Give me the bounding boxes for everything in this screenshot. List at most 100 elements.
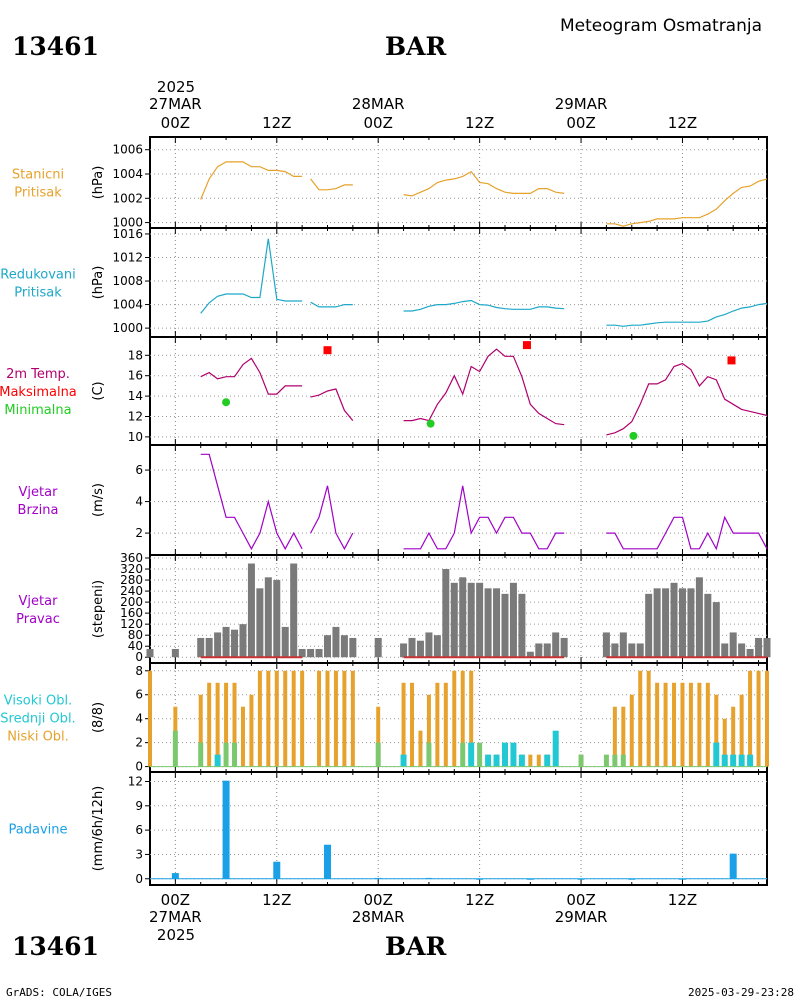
panel-label: Pritisak <box>14 186 62 201</box>
cloud-mid-bar <box>172 730 178 767</box>
series-line <box>606 302 768 327</box>
cloud-mid-bar <box>460 742 466 767</box>
wind-dir-bar <box>214 632 222 658</box>
cloud-low-bar <box>731 706 736 767</box>
panel-label: Vjetar <box>19 485 59 500</box>
panel-label: Stanicni <box>12 168 64 183</box>
cloud-high-bar <box>738 754 745 767</box>
top-hour-label: 00Z <box>161 114 190 132</box>
panel-label: Maksimalna <box>0 385 77 400</box>
wind-dir-bar <box>205 637 213 658</box>
y-tick-label: 6 <box>135 688 143 702</box>
wind-dir-bar <box>374 637 382 658</box>
cloud-low-bar <box>401 682 406 767</box>
y-tick-label: 0 <box>135 650 143 664</box>
wind-dir-bar <box>484 588 492 658</box>
cloud-high-bar <box>730 754 737 767</box>
cloud-low-bar <box>655 682 660 767</box>
cloud-low-bar <box>705 682 710 767</box>
wind-dir-bar <box>450 582 458 658</box>
bottom-hour-label: 00Z <box>161 891 190 909</box>
wind-dir-bar <box>729 632 737 658</box>
wind-dir-bar <box>543 643 551 658</box>
y-tick-label: 0 <box>135 760 143 774</box>
series-line <box>403 485 565 550</box>
y-axis-label: (stepeni) <box>91 580 106 638</box>
y-tick-label: 4 <box>135 495 143 509</box>
y-axis-label: (m/s) <box>91 483 106 517</box>
cloud-high-bar <box>214 754 221 767</box>
cloud-low-bar <box>342 670 347 767</box>
credit-label: GrADS: COLA/IGES <box>6 986 112 999</box>
cloud-low-bar <box>224 682 229 767</box>
product-title: Meteogram Osmatranja <box>560 16 762 36</box>
wind-dir-bar <box>433 635 441 658</box>
panel-label: Padavine <box>9 823 68 838</box>
series-line <box>403 348 565 426</box>
cloud-mid-bar <box>578 754 584 767</box>
wind-dir-bar <box>459 577 467 658</box>
bottom-year-label: 2025 <box>157 926 195 944</box>
bottom-hour-label: 12Z <box>465 891 494 909</box>
wind-dir-bar <box>518 593 526 658</box>
wind-dir-bar <box>552 632 560 658</box>
panel-wind_speed: 2 4 6 (m/s) Vjetar Brzina <box>18 444 768 556</box>
wind-dir-bar <box>704 593 712 658</box>
y-tick-label: 3 <box>135 847 143 861</box>
cloud-low-bar <box>672 682 677 767</box>
wind-dir-bar <box>501 593 509 658</box>
series-line <box>606 362 768 436</box>
series-line <box>200 238 303 314</box>
y-tick-label: 280 <box>120 573 143 587</box>
y-tick-label: 1000 <box>112 321 143 335</box>
panel-frame <box>149 444 768 556</box>
cloud-mid-bar <box>612 754 618 767</box>
y-tick-label: 1002 <box>112 191 143 205</box>
bottom-hour-label: 00Z <box>566 891 595 909</box>
wind-dir-bar <box>298 648 306 658</box>
precip-bar <box>171 873 179 879</box>
panel-temperature: 10 12 14 16 18 (C) 2m Temp. Maksimalna Minimalna <box>0 336 768 446</box>
wind-dir-bar <box>755 637 763 658</box>
wind-dir-bar <box>247 563 255 658</box>
series-line <box>403 299 565 312</box>
cloud-low-bar <box>148 670 152 767</box>
top-year-label: 2025 <box>157 78 195 96</box>
bottom-date-label: 27MAR <box>149 908 202 926</box>
wind-dir-bar <box>611 643 619 658</box>
cloud-high-bar <box>518 754 525 767</box>
panel-frame <box>149 227 768 338</box>
y-tick-label: 9 <box>135 799 143 813</box>
y-tick-label: 8 <box>135 664 143 678</box>
wind-dir-bar <box>281 626 289 658</box>
tmin-marker <box>222 398 231 407</box>
wind-dir-bar <box>442 569 450 658</box>
cloud-low-bar <box>249 694 254 767</box>
cloud-low-bar <box>697 682 702 767</box>
wind-dir-bar <box>290 563 298 658</box>
panel-clouds: 0 2 4 6 8 (8/8) Visoki Obl. Srednji Obl. Niski O… <box>0 662 769 774</box>
cloud-low-bar <box>443 682 448 767</box>
cloud-high-bar <box>721 754 728 767</box>
y-tick-label: 4 <box>135 712 143 726</box>
cloud-mid-bar <box>620 754 626 767</box>
y-tick-label: 1000 <box>112 216 143 230</box>
top-hour-label: 12Z <box>262 114 291 132</box>
wind-dir-bar <box>687 588 695 658</box>
wind-dir-bar <box>323 635 331 658</box>
cloud-low-bar <box>198 694 203 767</box>
wind-dir-bar <box>146 648 154 658</box>
bottom-date-label: 29MAR <box>555 908 608 926</box>
y-tick-label: 360 <box>120 551 143 565</box>
wind-dir-bar <box>256 588 264 658</box>
cloud-low-bar <box>638 670 643 767</box>
wind-dir-bar <box>239 624 247 658</box>
cloud-mid-bar <box>223 742 229 767</box>
cloud-low-bar <box>714 694 719 767</box>
precip-bar <box>273 861 281 879</box>
cloud-low-bar <box>629 694 634 767</box>
y-axis-label: (mm/6h/12h) <box>91 786 106 872</box>
panel-precip: 0 3 6 9 12 (mm/6h/12h) Padavine <box>9 771 768 886</box>
tmax-marker <box>727 356 736 365</box>
wind-dir-bar <box>678 588 686 658</box>
